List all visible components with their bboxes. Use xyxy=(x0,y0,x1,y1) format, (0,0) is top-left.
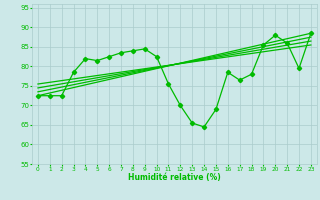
X-axis label: Humidité relative (%): Humidité relative (%) xyxy=(128,173,221,182)
